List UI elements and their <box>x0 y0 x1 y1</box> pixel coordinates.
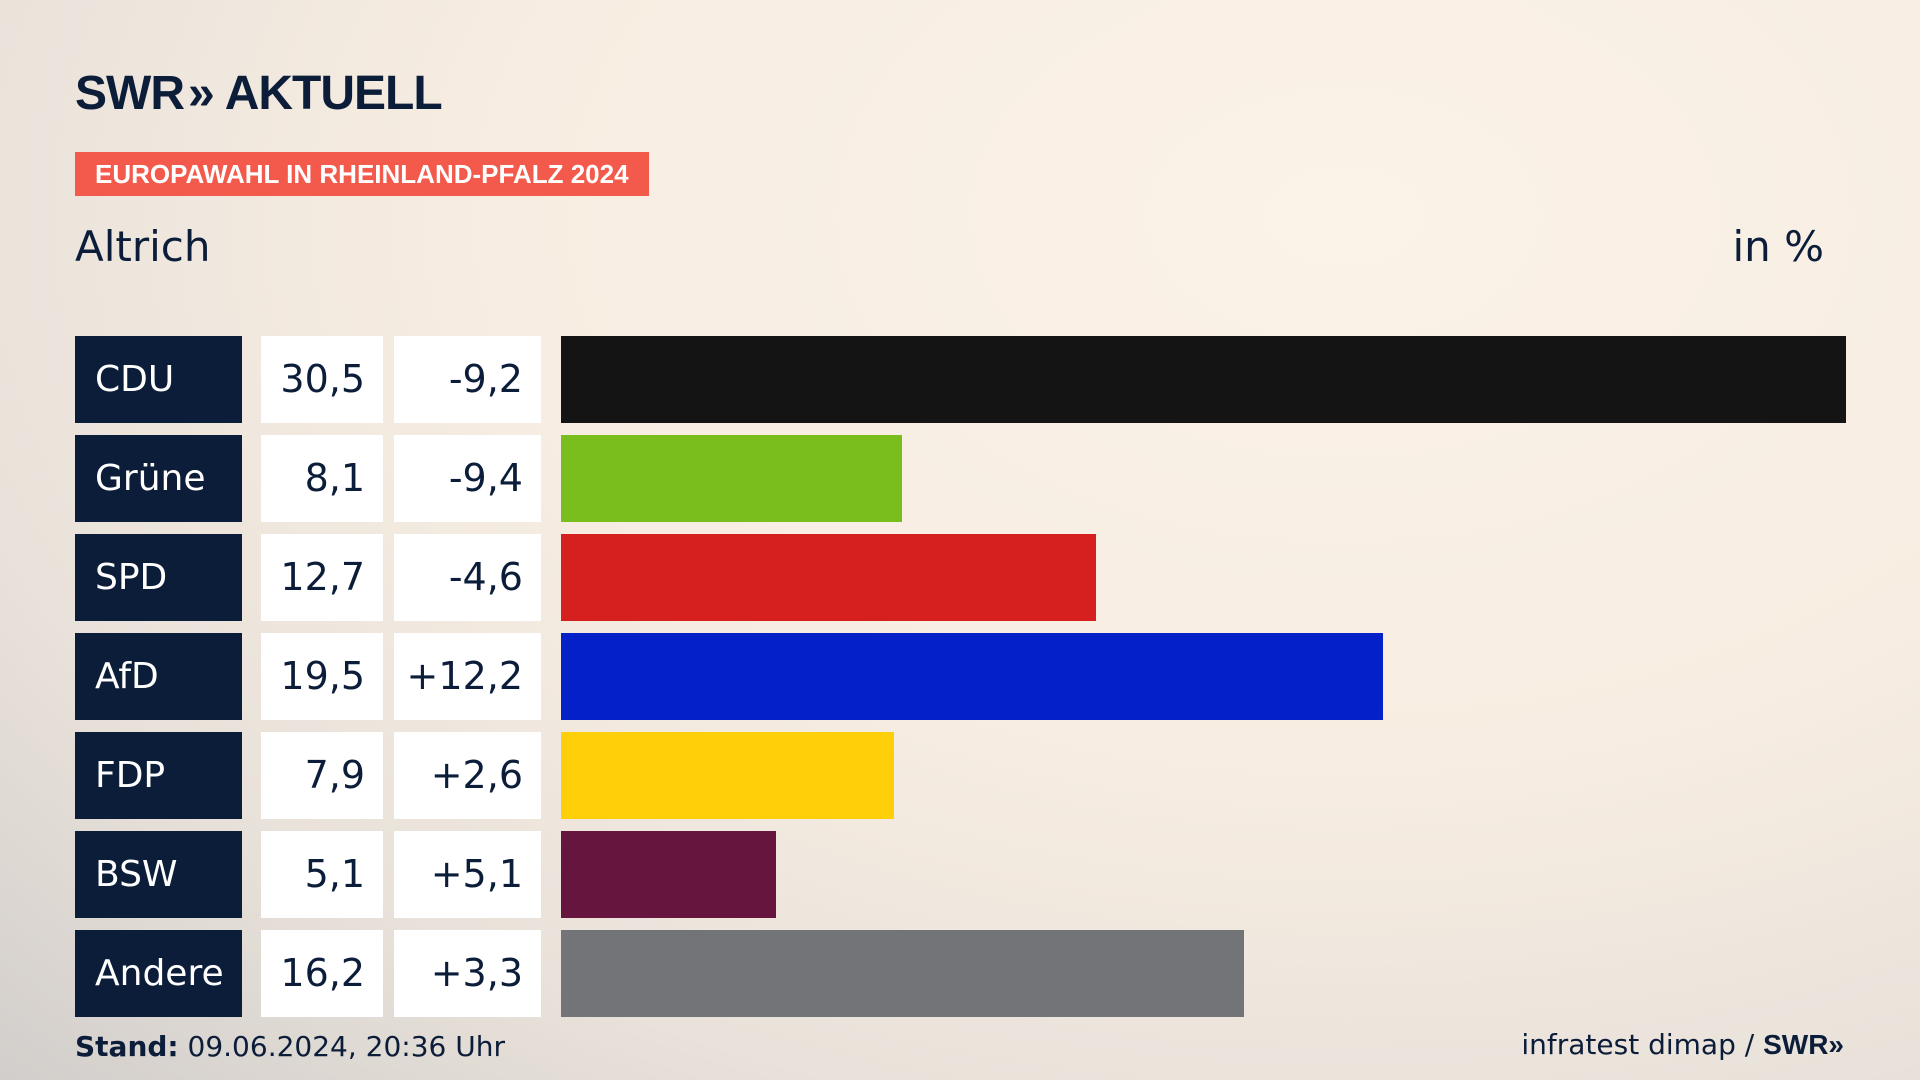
vote-share: 16,2 <box>261 930 383 1017</box>
vote-share: 8,1 <box>261 435 383 522</box>
result-row: BSW 5,1 +5,1 <box>75 831 1846 918</box>
result-row: CDU 30,5 -9,2 <box>75 336 1846 423</box>
party-name: AfD <box>75 633 242 720</box>
party-name: SPD <box>75 534 242 621</box>
swr-aktuell-logo: SWR» AKTUELL <box>75 66 443 121</box>
election-badge: EUROPAWAHL IN RHEINLAND-PFALZ 2024 <box>75 152 649 196</box>
result-bar <box>561 831 776 918</box>
result-row: Grüne 8,1 -9,4 <box>75 435 1846 522</box>
vote-change: +12,2 <box>394 633 541 720</box>
vote-share: 5,1 <box>261 831 383 918</box>
source-credit: infratest dimap / SWR» <box>1521 1028 1844 1061</box>
vote-share: 7,9 <box>261 732 383 819</box>
result-bar <box>561 534 1096 621</box>
logo-word: AKTUELL <box>224 67 443 120</box>
stand-value: 09.06.2024, 20:36 Uhr <box>187 1030 505 1063</box>
timestamp: Stand: 09.06.2024, 20:36 Uhr <box>75 1030 505 1063</box>
vote-change: -9,4 <box>394 435 541 522</box>
source-brand: SWR» <box>1763 1029 1844 1060</box>
party-name: CDU <box>75 336 242 423</box>
result-bar <box>561 435 902 522</box>
vote-change: +3,3 <box>394 930 541 1017</box>
party-name: Andere <box>75 930 242 1017</box>
result-row: FDP 7,9 +2,6 <box>75 732 1846 819</box>
party-name: FDP <box>75 732 242 819</box>
party-name: BSW <box>75 831 242 918</box>
vote-change: +2,6 <box>394 732 541 819</box>
result-row: SPD 12,7 -4,6 <box>75 534 1846 621</box>
result-bar <box>561 930 1244 1017</box>
vote-change: -9,2 <box>394 336 541 423</box>
logo-chevrons-icon: » <box>187 67 215 120</box>
results-chart: CDU 30,5 -9,2 Grüne 8,1 -9,4 SPD 12,7 -4,6 AfD 19,… <box>75 336 1846 1017</box>
vote-share: 12,7 <box>261 534 383 621</box>
result-row: AfD 19,5 +12,2 <box>75 633 1846 720</box>
logo-brand: SWR <box>75 67 185 120</box>
result-bar <box>561 732 894 819</box>
stand-label: Stand: <box>75 1030 179 1063</box>
result-bar <box>561 336 1846 423</box>
vote-share: 30,5 <box>261 336 383 423</box>
party-name: Grüne <box>75 435 242 522</box>
vote-share: 19,5 <box>261 633 383 720</box>
vote-change: -4,6 <box>394 534 541 621</box>
source-text: infratest dimap / <box>1521 1028 1755 1061</box>
chart-title: Altrich <box>75 222 211 271</box>
vote-change: +5,1 <box>394 831 541 918</box>
result-bar <box>561 633 1383 720</box>
unit-label: in % <box>1732 222 1824 271</box>
result-row: Andere 16,2 +3,3 <box>75 930 1846 1017</box>
